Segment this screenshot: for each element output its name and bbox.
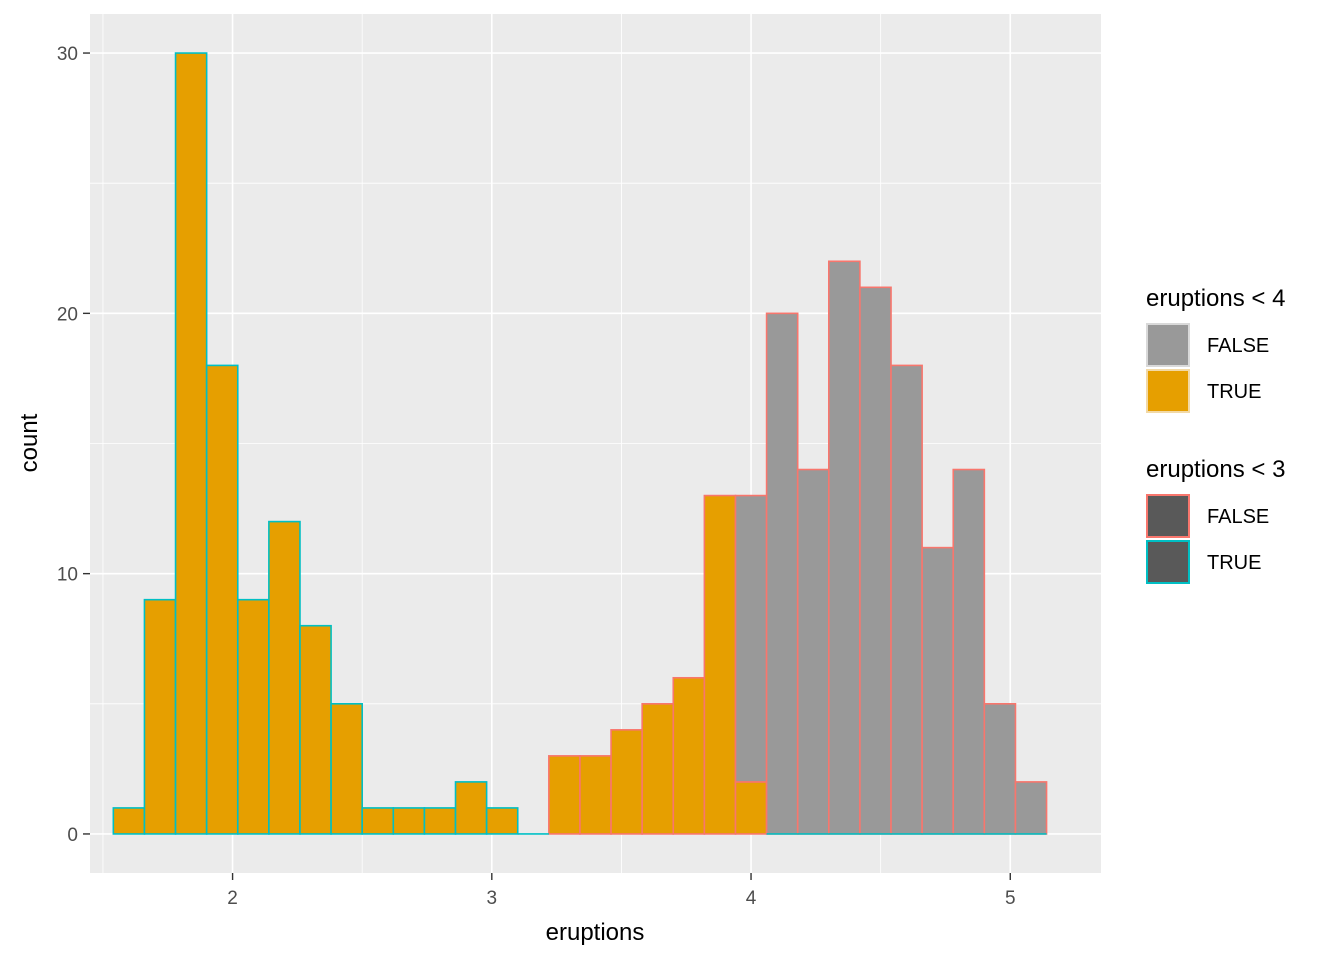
- histogram-bar: [548, 755, 581, 835]
- histogram-bar: [796, 468, 830, 835]
- histogram-bar: [423, 807, 457, 835]
- histogram-bar: [454, 781, 488, 835]
- legend-label: TRUE: [1207, 552, 1261, 574]
- legend-label: TRUE: [1207, 381, 1261, 403]
- histogram-bar: [672, 676, 706, 835]
- x-tick-label: 3: [487, 888, 498, 909]
- y-axis: 0 10 20 30: [57, 44, 90, 846]
- histogram-bar: [361, 807, 395, 835]
- histogram-bar: [921, 546, 955, 835]
- y-tick-label: 0: [67, 825, 78, 846]
- histogram-bar: [579, 755, 612, 835]
- histogram-bar: [610, 729, 643, 835]
- histogram-bar: [236, 598, 270, 835]
- histogram-bar: [174, 52, 208, 835]
- y-tick-label: 30: [57, 44, 78, 65]
- y-tick-label: 10: [57, 565, 78, 586]
- histogram-bar: [828, 260, 861, 835]
- x-axis: 2 3 4 5: [227, 873, 1016, 909]
- histogram-bar: [703, 494, 737, 835]
- histogram-bar: [734, 494, 768, 783]
- y-tick-label: 20: [57, 304, 78, 325]
- histogram-bar: [392, 807, 426, 835]
- legend-key: [1146, 494, 1190, 538]
- histogram-bar: [1014, 781, 1048, 835]
- x-tick-label: 5: [1005, 888, 1016, 909]
- histogram-bar: [641, 703, 675, 835]
- x-tick-label: 2: [227, 888, 238, 909]
- legend-key: [1146, 540, 1190, 584]
- legend-label: FALSE: [1207, 506, 1269, 528]
- legend-key: [1146, 369, 1190, 413]
- histogram-bar: [485, 807, 519, 835]
- histogram-bar: [112, 807, 146, 835]
- bars: [112, 52, 1048, 835]
- histogram-bar: [859, 286, 892, 835]
- histogram-bar: [890, 364, 923, 835]
- histogram-bar: [268, 520, 301, 835]
- legend-key: [1146, 323, 1190, 367]
- histogram-bar: [143, 598, 177, 835]
- histogram-bar: [330, 703, 363, 835]
- histogram-bar: [765, 312, 799, 835]
- x-tick-label: 4: [746, 888, 757, 909]
- y-axis-title: count: [16, 413, 43, 472]
- histogram-bar: [205, 364, 239, 835]
- legend-label: FALSE: [1207, 335, 1269, 357]
- x-axis-title: eruptions: [546, 919, 645, 946]
- histogram-bar: [734, 781, 768, 835]
- grid-minor: [90, 14, 1101, 873]
- legend-title: eruptions < 3: [1146, 456, 1285, 483]
- histogram-bar: [952, 468, 986, 835]
- legend: eruptions < 4 FALSE TRUE eruptions < 3 FALSE…: [1146, 285, 1285, 584]
- histogram-bar: [299, 624, 332, 835]
- legend-title: eruptions < 4: [1146, 285, 1285, 312]
- histogram-bar: [983, 703, 1017, 835]
